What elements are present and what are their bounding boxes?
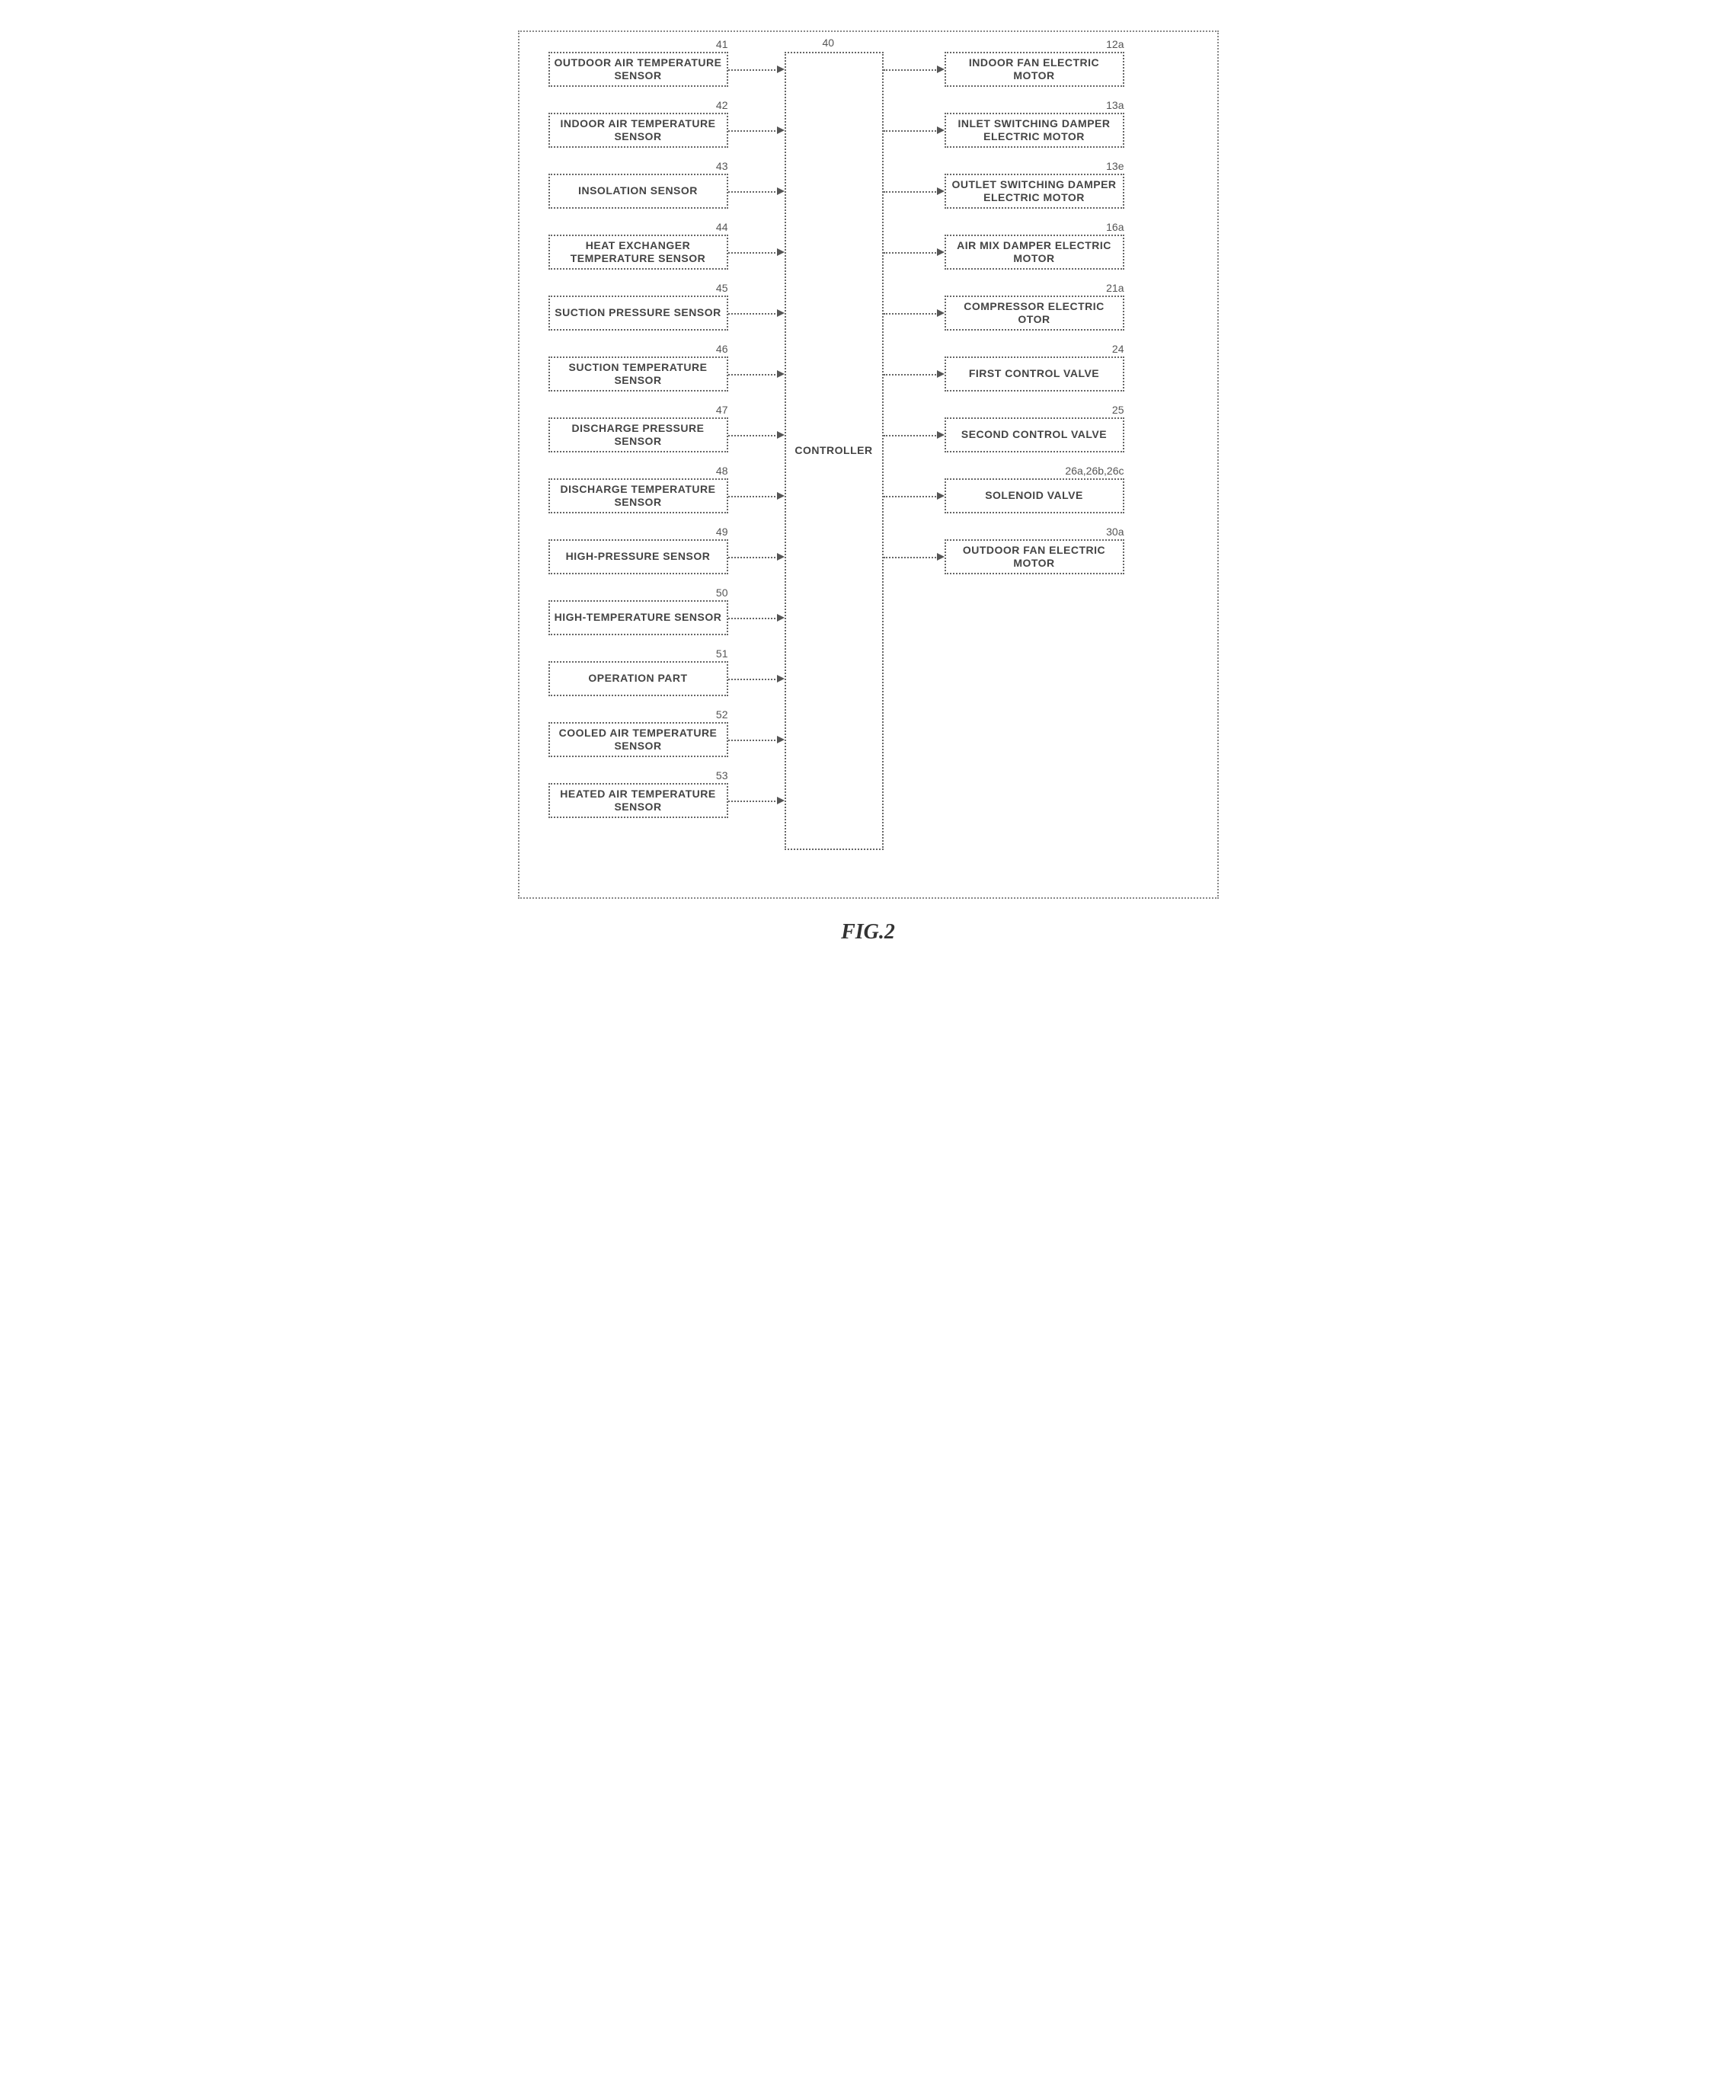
input-ref: 47: [652, 404, 728, 416]
input-ref: 52: [652, 708, 728, 721]
input-box: SUCTION TEMPERATURE SENSOR: [548, 356, 728, 392]
output-box: SOLENOID VALVE: [945, 478, 1124, 513]
arrow-to-controller: [728, 556, 785, 558]
input-ref: 49: [652, 526, 728, 538]
output-box: INLET SWITCHING DAMPER ELECTRIC MOTOR: [945, 113, 1124, 148]
input-box: SUCTION PRESSURE SENSOR: [548, 296, 728, 331]
input-box: OPERATION PART: [548, 661, 728, 696]
arrow-to-controller: [728, 373, 785, 375]
input-ref: 42: [652, 99, 728, 111]
input-box: HIGH-PRESSURE SENSOR: [548, 539, 728, 574]
arrow-from-controller: [884, 495, 945, 497]
output-ref: 24: [1048, 343, 1124, 355]
arrow-to-controller: [728, 69, 785, 70]
input-box: DISCHARGE TEMPERATURE SENSOR: [548, 478, 728, 513]
output-ref: 12a: [1048, 38, 1124, 50]
output-box: COMPRESSOR ELECTRIC OTOR: [945, 296, 1124, 331]
output-ref: 21a: [1048, 282, 1124, 294]
arrow-to-controller: [728, 800, 785, 801]
output-box: OUTLET SWITCHING DAMPER ELECTRIC MOTOR: [945, 174, 1124, 209]
arrow-from-controller: [884, 556, 945, 558]
arrow-to-controller: [728, 434, 785, 436]
output-box: OUTDOOR FAN ELECTRIC MOTOR: [945, 539, 1124, 574]
input-box: OUTDOOR AIR TEMPERATURE SENSOR: [548, 52, 728, 87]
arrow-from-controller: [884, 251, 945, 253]
output-ref: 13e: [1048, 160, 1124, 172]
arrow-from-controller: [884, 434, 945, 436]
arrow-from-controller: [884, 190, 945, 192]
output-box: INDOOR FAN ELECTRIC MOTOR: [945, 52, 1124, 87]
input-box: HEAT EXCHANGER TEMPERATURE SENSOR: [548, 235, 728, 270]
input-ref: 45: [652, 282, 728, 294]
input-ref: 44: [652, 221, 728, 233]
input-box: DISCHARGE PRESSURE SENSOR: [548, 417, 728, 452]
arrow-from-controller: [884, 129, 945, 131]
arrow-to-controller: [728, 617, 785, 618]
controller-box: CONTROLLER: [785, 52, 884, 850]
output-ref: 26a,26b,26c: [1048, 465, 1124, 477]
output-box: SECOND CONTROL VALVE: [945, 417, 1124, 452]
input-ref: 46: [652, 343, 728, 355]
input-box: HEATED AIR TEMPERATURE SENSOR: [548, 783, 728, 818]
arrow-to-controller: [728, 251, 785, 253]
arrow-from-controller: [884, 312, 945, 314]
arrow-to-controller: [728, 129, 785, 131]
output-ref: 16a: [1048, 221, 1124, 233]
input-ref: 43: [652, 160, 728, 172]
output-ref: 25: [1048, 404, 1124, 416]
input-ref: 51: [652, 647, 728, 660]
input-ref: 50: [652, 587, 728, 599]
input-ref: 48: [652, 465, 728, 477]
arrow-to-controller: [728, 190, 785, 192]
arrow-from-controller: [884, 373, 945, 375]
figure-label: FIG.2: [518, 920, 1219, 945]
input-box: INSOLATION SENSOR: [548, 174, 728, 209]
input-box: INDOOR AIR TEMPERATURE SENSOR: [548, 113, 728, 148]
arrow-to-controller: [728, 739, 785, 740]
input-box: COOLED AIR TEMPERATURE SENSOR: [548, 722, 728, 757]
arrow-to-controller: [728, 678, 785, 679]
input-box: HIGH-TEMPERATURE SENSOR: [548, 600, 728, 635]
arrow-to-controller: [728, 495, 785, 497]
output-ref: 30a: [1048, 526, 1124, 538]
output-box: AIR MIX DAMPER ELECTRIC MOTOR: [945, 235, 1124, 270]
output-box: FIRST CONTROL VALVE: [945, 356, 1124, 392]
output-ref: 13a: [1048, 99, 1124, 111]
arrow-from-controller: [884, 69, 945, 70]
input-ref: 41: [652, 38, 728, 50]
controller-ref: 40: [823, 37, 835, 49]
input-ref: 53: [652, 769, 728, 782]
arrow-to-controller: [728, 312, 785, 314]
controller-block-diagram: FIG.2 CONTROLLER 40 OUTDOOR AIR TEMPERATUR…: [518, 30, 1219, 945]
